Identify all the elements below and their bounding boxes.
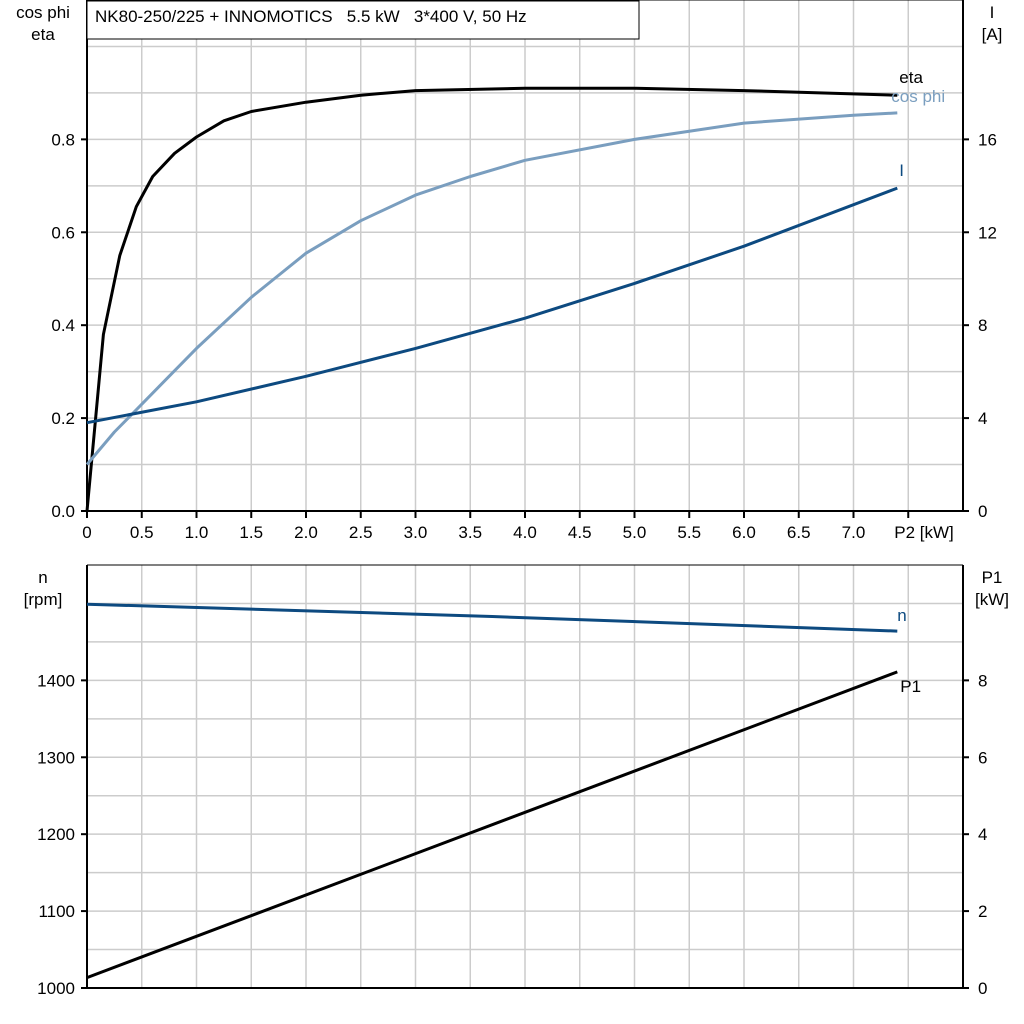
series-line-eta: [85, 86, 898, 512]
series-line-cos-phi: [85, 111, 898, 466]
bottom-chart-speed-power: 1000 1100 1200 1300 1400 0 2 4 6 8 n [rpm] P1 [kW] n P1: [24, 564, 1009, 998]
y-right-label-unit: [kW]: [975, 590, 1009, 609]
series-label-I: I: [899, 161, 904, 180]
x-tick-label: 5.0: [623, 523, 647, 542]
y-left-label: n: [38, 568, 47, 587]
series-label-cos-phi: cos phi: [891, 87, 945, 106]
y-right-label: P1: [982, 568, 1003, 587]
x-tick-label: 2.5: [349, 523, 373, 542]
y-right-tick-label: 8: [978, 316, 987, 335]
y-left-tick-label: 1300: [37, 748, 75, 767]
x-tick-label: 0.5: [130, 523, 154, 542]
x-tick-label: 4.5: [568, 523, 592, 542]
x-tick-label: 7.0: [842, 523, 866, 542]
x-tick-label: 6.5: [787, 523, 811, 542]
y-right-tick-label: 4: [978, 825, 987, 844]
x-tick-label: 6.0: [732, 523, 756, 542]
x-tick-label: 3.0: [404, 523, 428, 542]
y-right-tick-label: 12: [978, 223, 997, 242]
y-left-tick-label: 0.8: [51, 130, 75, 149]
x-tick-label: 4.0: [513, 523, 537, 542]
y-left-tick-label: 1200: [37, 825, 75, 844]
y-left-label: cos phi: [16, 3, 70, 22]
y-right-tick-label: 8: [978, 671, 987, 690]
y-right-tick-label: 0: [978, 502, 987, 521]
x-tick-label: 1.5: [239, 523, 263, 542]
y-left-tick-label: 1100: [38, 902, 75, 921]
y-left-label-unit: eta: [31, 25, 55, 44]
y-right-tick-label: 4: [978, 409, 987, 428]
y-left-tick-label: 0.6: [51, 223, 75, 242]
y-left-tick-label: 1000: [37, 979, 75, 998]
series-label-n: n: [897, 606, 906, 625]
x-axis-label: P2 [kW]: [894, 523, 954, 542]
x-tick-label: 2.0: [294, 523, 318, 542]
y-left-tick-label: 1400: [37, 671, 75, 690]
y-left-tick-label: 0.2: [51, 409, 75, 428]
y-right-tick-label: 16: [978, 130, 997, 149]
series-label-P1: P1: [900, 677, 921, 696]
x-tick-label: 5.5: [677, 523, 701, 542]
chart-title: NK80-250/225 + INNOMOTICS 5.5 kW 3*400 V…: [95, 7, 527, 26]
y-left-label-unit: [rpm]: [24, 590, 63, 609]
y-left-tick-label: 0.0: [51, 502, 75, 521]
series-label-eta: eta: [899, 68, 923, 87]
title-box: [86, 0, 640, 40]
series-line-P1: [86, 670, 898, 980]
y-right-label-unit: [A]: [982, 25, 1003, 44]
y-right-tick-label: 2: [978, 902, 987, 921]
y-left-tick-label: 0.4: [51, 316, 75, 335]
x-tick-label: 0: [82, 523, 91, 542]
x-tick-label: 3.5: [458, 523, 482, 542]
x-tick-label: 1.0: [185, 523, 209, 542]
y-right-tick-label: 6: [978, 748, 987, 767]
series-line-I: [86, 186, 898, 425]
series-line-n: [86, 602, 898, 633]
y-right-label: I: [990, 3, 995, 22]
y-right-tick-label: 0: [978, 979, 987, 998]
